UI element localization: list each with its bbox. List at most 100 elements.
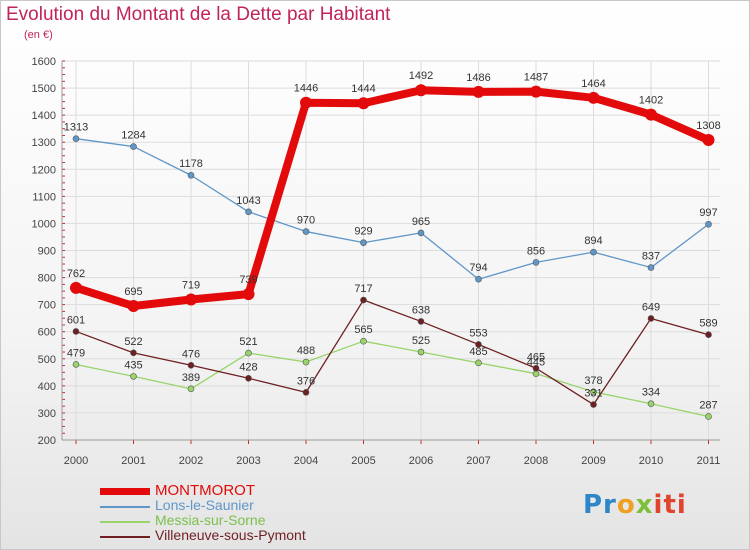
x-tick-label: 2000 [64, 455, 88, 467]
data-point-lons-le-saunier [130, 143, 137, 150]
data-label-villeneuve-sous-pymont: 717 [354, 283, 372, 295]
data-point-messia-sur-sorne [647, 400, 655, 408]
data-point-montmorot [185, 293, 197, 306]
data-label-villeneuve-sous-pymont: 589 [699, 318, 717, 330]
data-point-montmorot [70, 281, 82, 294]
data-point-lons-le-saunier [417, 229, 425, 237]
data-label-messia-sur-sorne: 435 [124, 359, 142, 371]
y-tick-label: 300 [38, 408, 56, 420]
data-label-lons-le-saunier: 1178 [179, 158, 203, 170]
x-tick-label: 2002 [179, 455, 203, 467]
data-point-messia-sur-sorne [360, 337, 367, 345]
data-point-montmorot [530, 85, 542, 98]
data-label-villeneuve-sous-pymont: 331 [584, 388, 602, 400]
x-tick-label: 2001 [121, 455, 145, 467]
data-point-messia-sur-sorne [417, 348, 425, 356]
data-point-villeneuve-sous-pymont [417, 318, 425, 325]
data-label-messia-sur-sorne: 521 [239, 336, 257, 348]
data-label-messia-sur-sorne: 334 [642, 387, 660, 399]
data-point-villeneuve-sous-pymont [302, 389, 310, 396]
data-point-montmorot [127, 299, 140, 312]
data-point-montmorot [472, 85, 485, 98]
data-label-montmorot: 739 [239, 274, 257, 286]
data-label-messia-sur-sorne: 287 [699, 399, 717, 411]
data-label-lons-le-saunier: 1313 [64, 122, 88, 134]
data-label-montmorot: 1487 [524, 72, 548, 84]
data-point-villeneuve-sous-pymont [360, 296, 367, 304]
y-tick-label: 900 [38, 246, 56, 258]
x-tick-label: 2008 [524, 455, 548, 467]
data-label-villeneuve-sous-pymont: 476 [182, 348, 200, 360]
data-label-villeneuve-sous-pymont: 465 [527, 351, 545, 363]
data-label-lons-le-saunier: 1284 [121, 130, 145, 142]
series-line-montmorot [72, 86, 713, 310]
data-label-messia-sur-sorne: 488 [297, 345, 315, 357]
y-tick-label: 600 [38, 327, 56, 339]
chart-subtitle: (en €) [24, 29, 53, 41]
data-label-montmorot: 719 [182, 279, 200, 291]
data-point-messia-sur-sorne [590, 388, 597, 396]
data-point-messia-sur-sorne [130, 373, 137, 380]
data-label-montmorot: 1486 [466, 72, 490, 84]
data-label-montmorot: 1464 [581, 78, 605, 90]
data-point-villeneuve-sous-pymont [187, 361, 195, 369]
data-label-lons-le-saunier: 929 [354, 226, 372, 238]
x-tick-label: 2011 [697, 455, 721, 467]
data-label-villeneuve-sous-pymont: 638 [412, 304, 430, 316]
data-point-villeneuve-sous-pymont [647, 315, 655, 322]
data-label-villeneuve-sous-pymont: 553 [469, 327, 487, 339]
data-point-montmorot [242, 288, 255, 301]
data-point-montmorot [300, 96, 312, 109]
data-point-messia-sur-sorne [532, 370, 540, 377]
data-label-messia-sur-sorne: 485 [469, 346, 487, 358]
legend-label: Villeneuve-sous-Pymont [155, 527, 306, 543]
data-point-lons-le-saunier [647, 264, 655, 271]
legend-label: Lons-le-Saunier [155, 497, 254, 513]
data-point-messia-sur-sorne [302, 358, 310, 366]
data-point-messia-sur-sorne [72, 361, 80, 368]
data-point-montmorot [587, 91, 600, 104]
x-tick-label: 2009 [581, 455, 605, 467]
data-label-montmorot: 1492 [409, 70, 433, 82]
y-tick-label: 800 [38, 273, 56, 285]
data-point-lons-le-saunier [187, 171, 195, 179]
y-tick-label: 1400 [32, 110, 56, 122]
data-point-lons-le-saunier [475, 275, 482, 283]
data-label-montmorot: 1308 [696, 120, 720, 132]
data-label-messia-sur-sorne: 389 [182, 372, 200, 384]
series-line-messia-sur-sorne [75, 340, 710, 418]
data-point-montmorot [415, 84, 427, 97]
legend-label: Messia-sur-Sorne [155, 512, 266, 528]
x-tick-label: 2005 [351, 455, 375, 467]
x-tick-label: 2006 [409, 455, 433, 467]
data-point-montmorot [645, 108, 657, 121]
data-label-lons-le-saunier: 856 [527, 245, 545, 257]
data-label-lons-le-saunier: 837 [642, 251, 660, 263]
y-tick-label: 1600 [32, 56, 56, 68]
y-tick-label: 1100 [32, 191, 56, 203]
data-label-montmorot: 695 [124, 286, 142, 298]
y-tick-label: 1300 [32, 137, 56, 149]
proxiti-logo: Proxiti [583, 490, 687, 520]
data-point-villeneuve-sous-pymont [705, 331, 712, 338]
data-point-lons-le-saunier [705, 220, 712, 228]
data-point-messia-sur-sorne [705, 413, 712, 420]
data-point-messia-sur-sorne [187, 385, 195, 393]
data-point-lons-le-saunier [532, 259, 540, 266]
data-label-villeneuve-sous-pymont: 649 [642, 301, 660, 313]
data-point-montmorot [702, 134, 715, 147]
data-point-messia-sur-sorne [245, 349, 252, 357]
data-label-lons-le-saunier: 997 [699, 207, 717, 219]
data-point-messia-sur-sorne [475, 359, 482, 367]
data-label-messia-sur-sorne: 378 [584, 375, 602, 387]
data-point-lons-le-saunier [360, 239, 367, 246]
data-point-villeneuve-sous-pymont [475, 341, 482, 348]
data-label-lons-le-saunier: 794 [469, 262, 487, 274]
data-label-montmorot: 1402 [639, 95, 663, 107]
data-label-messia-sur-sorne: 479 [67, 347, 85, 359]
data-label-montmorot: 762 [67, 268, 85, 280]
data-label-lons-le-saunier: 970 [297, 215, 315, 227]
data-label-lons-le-saunier: 1043 [236, 195, 260, 207]
data-label-lons-le-saunier: 965 [412, 216, 430, 228]
